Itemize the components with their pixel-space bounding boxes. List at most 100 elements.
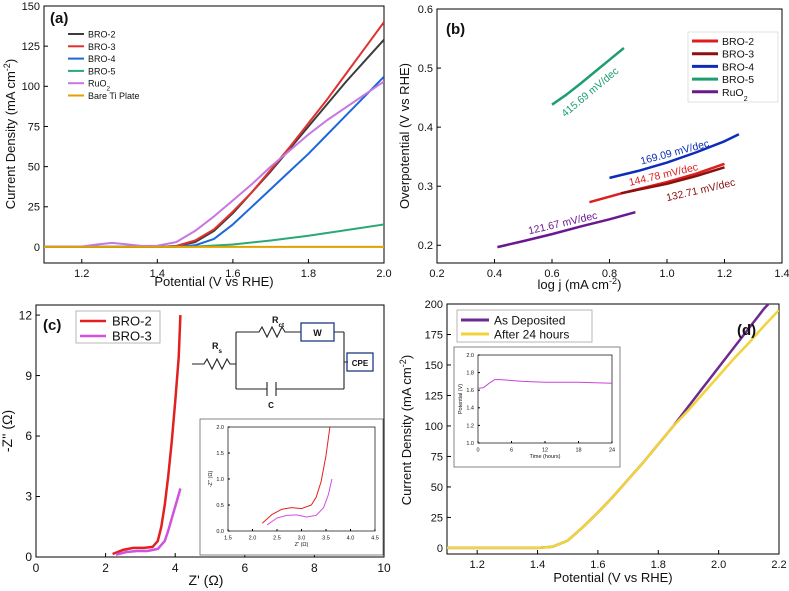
series-line-bro-3 [620, 166, 725, 195]
y-tick-label: 0.5 [216, 503, 224, 509]
y-tick-label: 200 [425, 299, 443, 311]
inset-border [199, 418, 384, 556]
x-tick-label: 1.2 [717, 268, 732, 280]
x-tick-label: 4 [172, 561, 179, 575]
y-tick-label: 1.8 [466, 371, 474, 377]
y-tick-label: 25 [431, 512, 443, 524]
series-line-bro-3 [266, 478, 333, 526]
x-tick-label: 1.2 [74, 268, 89, 280]
legend-label: After 24 hours [494, 328, 569, 342]
y-tick-label: 1.2 [466, 423, 474, 429]
plot-frame [43, 5, 385, 264]
x-axis-label: Potential (V vs RHE) [154, 274, 273, 289]
panel-b: 0.2 0.4 0.6 0.8 1.0 1.2 1.4 0.2 0.3 0.4 0.5 0.6 (b) l… [397, 4, 789, 292]
y-tick-label: 1.4 [466, 406, 474, 412]
legend-label: BRO-5 [88, 66, 116, 76]
y-tick-label: 1.6 [466, 388, 474, 394]
x-axis-label: log j (mA cm [537, 277, 609, 292]
x-tick-label: 1.8 [651, 559, 666, 571]
y-tick-label: 100 [22, 81, 40, 93]
x-tick-label: 6 [510, 448, 513, 454]
circuit-label-c: C [268, 401, 274, 410]
x-tick-label: 2.5 [273, 536, 281, 542]
series-line-bro-2 [589, 162, 725, 204]
equivalent-circuit: Rs Rct W CPE C [192, 315, 374, 410]
slope-annotation: 169.09 mV/dec [639, 138, 710, 168]
legend-label: BRO-2 [112, 314, 152, 329]
series-line-ruo2 [497, 210, 636, 249]
y-tick-label: 12 [19, 308, 33, 322]
y-tick-label: 0 [34, 242, 40, 254]
x-tick-label: 2.0 [711, 559, 726, 571]
series-line-stability [478, 379, 612, 389]
y-tick-label: 3 [25, 490, 32, 504]
y-tick-label: 1.5 [216, 451, 224, 457]
y-tick-label: 125 [22, 41, 40, 53]
resistor-rs [192, 357, 236, 371]
series-line-bro-5 [44, 223, 384, 248]
series-line-bro-5 [551, 47, 625, 106]
y-tick-label: 0.2 [418, 240, 433, 252]
legend-label: BRO-5 [722, 74, 754, 86]
legend-label: Bare Ti Plate [88, 91, 140, 101]
series-line-bro-3 [44, 21, 384, 248]
y-tick-label: 1.0 [216, 477, 224, 483]
y-tick-label: 50 [28, 161, 40, 173]
y-tick-label: 175 [425, 329, 443, 341]
legend-box [75, 310, 161, 344]
series-line-after-24-hours [447, 309, 779, 550]
x-tick-label: 0.2 [429, 268, 444, 280]
y-tick-label: 75 [431, 451, 443, 463]
y-tick-label: 0 [25, 550, 32, 564]
x-tick-label: 2 [102, 561, 109, 575]
series-line-bro-3 [115, 488, 182, 556]
x-tick-label: 1.4 [774, 268, 789, 280]
inset-x-label: Time (hours) [530, 454, 561, 460]
x-tick-label: 2.2 [771, 559, 786, 571]
x-tick-label: 0 [33, 561, 40, 575]
y-axis-label: -Z'' (Ω) [0, 410, 15, 452]
x-tick-label: 1.6 [590, 559, 605, 571]
y-axis-label: Overpotential (V vs RHE) [397, 63, 412, 209]
legend-box [456, 309, 593, 343]
x-tick-label: 0.6 [544, 268, 559, 280]
x-tick-label: 4.0 [347, 536, 355, 542]
panel-label: (a) [50, 10, 68, 27]
panel-a: 1.2 1.4 1.6 1.8 2.0 0 25 50 75 100 125 150 (a) Potent… [2, 1, 392, 289]
series-line-bro-4 [44, 75, 384, 248]
x-tick-label: 12 [542, 448, 548, 454]
x-axis-label: Z' (Ω) [189, 572, 224, 588]
y-tick-label: 75 [28, 121, 40, 133]
y-tick-label: 0.6 [418, 4, 433, 16]
y-axis-label: Current Density (mA cm-2) [398, 355, 414, 505]
y-tick-label: 25 [28, 202, 40, 214]
x-tick-label: 1.6 [225, 268, 240, 280]
inset-y-label: Potential (V) [458, 384, 464, 414]
y-axis-label: Current Density (mA cm-2) [2, 59, 18, 209]
x-tick-label: 4.5 [371, 536, 379, 542]
legend-label: BRO-2 [88, 30, 116, 40]
inset-plot: 1.5 2.0 2.5 3.0 3.5 4.0 4.5 0.0 0.5 1.0 1.5 2.0 Z' (… [199, 418, 384, 556]
x-tick-label: 0.4 [487, 268, 502, 280]
x-tick-label: 1.8 [301, 268, 316, 280]
circuit-wires [235, 325, 348, 390]
y-tick-label: 9 [25, 369, 32, 383]
x-tick-label: 2.0 [376, 268, 391, 280]
series-line-ruo2 [44, 80, 384, 248]
x-tick-label: 1.4 [530, 559, 545, 571]
legend-label: BRO-2 [722, 36, 754, 48]
y-tick-label: 150 [425, 360, 443, 372]
x-tick-label: 0.8 [602, 268, 617, 280]
x-tick-label: 18 [575, 448, 581, 454]
legend-label: BRO-3 [88, 42, 116, 52]
x-tick-label: 10 [377, 561, 391, 575]
series-line-bro-2 [112, 315, 182, 556]
x-tick-label: 1.2 [470, 559, 485, 571]
inset-border [453, 346, 621, 468]
x-tick-label: 24 [609, 448, 615, 454]
x-tick-label: 6 [241, 561, 248, 575]
y-tick-label: 6 [25, 429, 32, 443]
panel-d: 1.2 1.4 1.6 1.8 2.0 2.2 0 25 50 75 100 125 150 175 200… [398, 299, 787, 585]
circuit-label-rs: Rs [212, 341, 223, 355]
